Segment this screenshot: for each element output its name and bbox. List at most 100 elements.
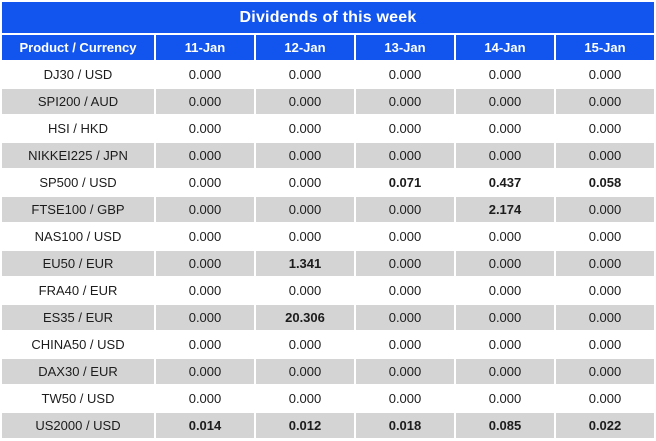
value-cell: 0.000 <box>256 278 354 303</box>
table-row: DJ30 / USD 0.000 0.000 0.000 0.000 0.000 <box>2 62 654 87</box>
product-cell: DAX30 / EUR <box>2 359 154 384</box>
value-cell: 0.000 <box>356 116 454 141</box>
value-cell: 1.341 <box>256 251 354 276</box>
value-cell: 2.174 <box>456 197 554 222</box>
table-row: FRA40 / EUR 0.000 0.000 0.000 0.000 0.000 <box>2 278 654 303</box>
product-cell: DJ30 / USD <box>2 62 154 87</box>
value-cell: 0.000 <box>156 143 254 168</box>
value-cell: 0.000 <box>556 332 654 357</box>
value-cell: 0.000 <box>156 224 254 249</box>
table-row: DAX30 / EUR 0.000 0.000 0.000 0.000 0.000 <box>2 359 654 384</box>
value-cell: 0.000 <box>256 359 354 384</box>
product-cell: SP500 / USD <box>2 170 154 195</box>
value-cell: 0.000 <box>156 170 254 195</box>
value-cell: 0.014 <box>156 413 254 438</box>
value-cell: 0.000 <box>556 197 654 222</box>
value-cell: 0.000 <box>456 62 554 87</box>
value-cell: 20.306 <box>256 305 354 330</box>
value-cell: 0.018 <box>356 413 454 438</box>
value-cell: 0.000 <box>456 305 554 330</box>
value-cell: 0.000 <box>356 89 454 114</box>
product-cell: FTSE100 / GBP <box>2 197 154 222</box>
product-cell: US2000 / USD <box>2 413 154 438</box>
value-cell: 0.000 <box>456 251 554 276</box>
table-row: SPI200 / AUD 0.000 0.000 0.000 0.000 0.000 <box>2 89 654 114</box>
header-row: Product / Currency 11-Jan 12-Jan 13-Jan … <box>2 35 654 60</box>
value-cell: 0.000 <box>456 359 554 384</box>
value-cell: 0.000 <box>556 143 654 168</box>
table-row: NAS100 / USD 0.000 0.000 0.000 0.000 0.000 <box>2 224 654 249</box>
value-cell: 0.000 <box>156 305 254 330</box>
value-cell: 0.000 <box>556 251 654 276</box>
value-cell: 0.000 <box>356 278 454 303</box>
value-cell: 0.000 <box>156 251 254 276</box>
table-row: FTSE100 / GBP 0.000 0.000 0.000 2.174 0.000 <box>2 197 654 222</box>
value-cell: 0.000 <box>156 197 254 222</box>
table-row: CHINA50 / USD 0.000 0.000 0.000 0.000 0.000 <box>2 332 654 357</box>
column-header-13-jan: 13-Jan <box>356 35 454 60</box>
value-cell: 0.000 <box>256 89 354 114</box>
value-cell: 0.000 <box>456 386 554 411</box>
value-cell: 0.000 <box>256 143 354 168</box>
value-cell: 0.058 <box>556 170 654 195</box>
table-row: EU50 / EUR 0.000 1.341 0.000 0.000 0.000 <box>2 251 654 276</box>
value-cell: 0.000 <box>556 386 654 411</box>
table-body: DJ30 / USD 0.000 0.000 0.000 0.000 0.000 SPI… <box>2 62 654 438</box>
value-cell: 0.000 <box>456 116 554 141</box>
table-row: NIKKEI225 / JPN 0.000 0.000 0.000 0.000 0.00… <box>2 143 654 168</box>
product-cell: TW50 / USD <box>2 386 154 411</box>
dividends-table: Product / Currency 11-Jan 12-Jan 13-Jan … <box>0 33 656 440</box>
value-cell: 0.000 <box>156 359 254 384</box>
value-cell: 0.000 <box>456 332 554 357</box>
value-cell: 0.000 <box>556 89 654 114</box>
value-cell: 0.000 <box>556 305 654 330</box>
value-cell: 0.000 <box>456 89 554 114</box>
value-cell: 0.000 <box>456 143 554 168</box>
product-cell: EU50 / EUR <box>2 251 154 276</box>
column-header-12-jan: 12-Jan <box>256 35 354 60</box>
value-cell: 0.000 <box>456 224 554 249</box>
column-header-product: Product / Currency <box>2 35 154 60</box>
table-row: SP500 / USD 0.000 0.000 0.071 0.437 0.058 <box>2 170 654 195</box>
value-cell: 0.000 <box>156 386 254 411</box>
value-cell: 0.000 <box>256 224 354 249</box>
table-row: US2000 / USD 0.014 0.012 0.018 0.085 0.022 <box>2 413 654 438</box>
table-header: Product / Currency 11-Jan 12-Jan 13-Jan … <box>2 35 654 60</box>
product-cell: ES35 / EUR <box>2 305 154 330</box>
value-cell: 0.000 <box>256 62 354 87</box>
table-row: ES35 / EUR 0.000 20.306 0.000 0.000 0.000 <box>2 305 654 330</box>
value-cell: 0.000 <box>156 278 254 303</box>
value-cell: 0.000 <box>356 143 454 168</box>
value-cell: 0.000 <box>356 251 454 276</box>
value-cell: 0.071 <box>356 170 454 195</box>
value-cell: 0.000 <box>156 332 254 357</box>
value-cell: 0.000 <box>156 89 254 114</box>
column-header-14-jan: 14-Jan <box>456 35 554 60</box>
value-cell: 0.000 <box>556 62 654 87</box>
value-cell: 0.437 <box>456 170 554 195</box>
value-cell: 0.000 <box>456 278 554 303</box>
value-cell: 0.000 <box>356 62 454 87</box>
product-cell: FRA40 / EUR <box>2 278 154 303</box>
product-cell: NAS100 / USD <box>2 224 154 249</box>
value-cell: 0.000 <box>156 116 254 141</box>
value-cell: 0.022 <box>556 413 654 438</box>
value-cell: 0.000 <box>356 359 454 384</box>
value-cell: 0.000 <box>556 359 654 384</box>
value-cell: 0.000 <box>356 305 454 330</box>
product-cell: HSI / HKD <box>2 116 154 141</box>
product-cell: CHINA50 / USD <box>2 332 154 357</box>
product-cell: SPI200 / AUD <box>2 89 154 114</box>
value-cell: 0.000 <box>356 224 454 249</box>
table-row: TW50 / USD 0.000 0.000 0.000 0.000 0.000 <box>2 386 654 411</box>
value-cell: 0.000 <box>556 278 654 303</box>
value-cell: 0.000 <box>256 332 354 357</box>
value-cell: 0.085 <box>456 413 554 438</box>
table-row: HSI / HKD 0.000 0.000 0.000 0.000 0.000 <box>2 116 654 141</box>
page-title: Dividends of this week <box>2 2 654 33</box>
value-cell: 0.012 <box>256 413 354 438</box>
value-cell: 0.000 <box>256 386 354 411</box>
value-cell: 0.000 <box>356 197 454 222</box>
value-cell: 0.000 <box>256 170 354 195</box>
